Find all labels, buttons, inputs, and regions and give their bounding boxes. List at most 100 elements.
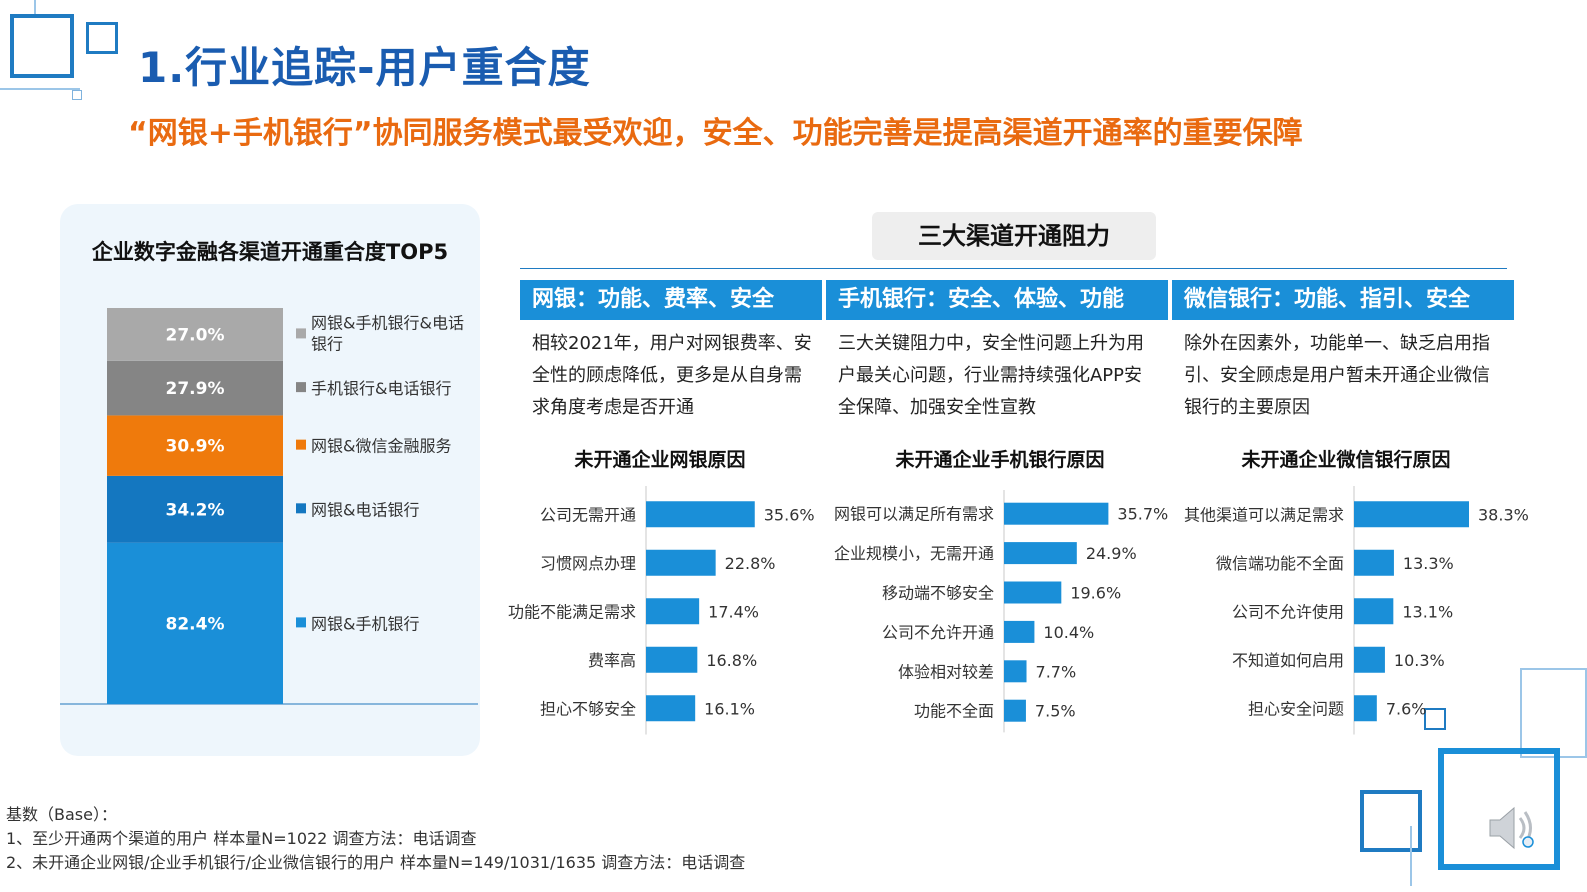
legend-label: 手机银行&电话银行 [311, 379, 451, 398]
bar [1004, 581, 1062, 604]
bar [1004, 542, 1077, 565]
stack-segment-label: 27.0% [166, 325, 225, 345]
bar-title-mobile: 未开通企业手机银行原因 [895, 449, 1105, 471]
bar-category-label: 微信端功能不全面 [1216, 554, 1344, 573]
stack-segment [107, 360, 283, 416]
bar-value-label: 38.3% [1478, 505, 1529, 524]
channel-header-wechat: 微信银行：功能、指引、安全 [1172, 280, 1514, 320]
bar-category-label: 担心不够安全 [540, 699, 636, 718]
legend-swatch [296, 382, 306, 393]
page-title: 1.行业追踪-用户重合度 [138, 43, 591, 92]
channel-header-netbank: 网银：功能、费率、安全 [520, 280, 822, 320]
decor-square-large [10, 14, 74, 78]
decor-square-br-small [1424, 708, 1446, 730]
bar-value-label: 16.8% [706, 651, 757, 670]
stack-segment-label: 34.2% [166, 500, 225, 520]
bar-category-label: 功能不全面 [914, 702, 994, 721]
center-divider [520, 268, 1507, 269]
bar-value-label: 35.6% [764, 505, 815, 524]
stack-segment-label: 82.4% [166, 614, 225, 634]
bar-category-label: 功能不能满足需求 [508, 602, 636, 621]
bar-value-label: 17.4% [708, 602, 759, 621]
stack-segment-label: 30.9% [166, 437, 225, 457]
bar-category-label: 公司不允许使用 [1232, 602, 1344, 621]
bar-value-label: 19.6% [1070, 584, 1121, 603]
decor-line-br [1410, 826, 1412, 886]
bar-chart-netbank: 公司无需开通 35.6% 习惯网点办理 22.8% 功能不能满足需求 17.4% 费率高 16… [508, 486, 815, 735]
bar-value-label: 7.5% [1035, 702, 1076, 721]
decor-line-top [34, 0, 36, 14]
bar [1004, 620, 1035, 643]
bar-category-label: 移动端不够安全 [882, 584, 994, 603]
base-note-line: 2、未开通企业网银/企业手机银行/企业微信银行的用户 样本量N=149/1031… [6, 853, 746, 872]
base-notes: 基数（Base）： 1、至少开通两个渠道的用户 样本量N=1022 调查方法：电… [6, 803, 745, 875]
bar-category-label: 担心安全问题 [1248, 699, 1344, 718]
legend-label: 网银&微信金融服务 [311, 437, 451, 456]
bar [1004, 660, 1027, 683]
bar [1004, 699, 1026, 722]
bar [646, 501, 755, 528]
bar [1354, 549, 1394, 576]
bar [1354, 646, 1385, 673]
bar-value-label: 7.7% [1036, 662, 1077, 681]
bar-category-label: 习惯网点办理 [540, 554, 636, 573]
bar-title-netbank: 未开通企业网银原因 [574, 449, 746, 471]
channel-desc-wechat: 除外在因素外，功能单一、缺乏启用指引、安全顾虑是用户暂未开通企业微信银行的主要原… [1184, 333, 1490, 418]
bar-value-label: 10.4% [1043, 623, 1094, 642]
stack-segment [107, 415, 283, 476]
bar [646, 695, 696, 722]
stack-segment [107, 542, 283, 704]
bar-category-label: 公司无需开通 [540, 505, 636, 524]
bar [646, 646, 698, 673]
decor-square-br-mid [1360, 790, 1422, 852]
bar-category-label: 其他渠道可以满足需求 [1184, 505, 1344, 524]
legend-label: 网银&电话银行 [311, 500, 419, 519]
base-note-line: 1、至少开通两个渠道的用户 样本量N=1022 调查方法：电话调查 [6, 829, 477, 848]
bar-category-label: 不知道如何启用 [1232, 651, 1344, 670]
bar [1004, 502, 1109, 525]
speaker-icon[interactable] [1484, 800, 1540, 856]
bar-value-label: 24.9% [1086, 544, 1137, 563]
legend-swatch [296, 439, 306, 450]
bar-chart-mobile: 网银可以满足所有需求 35.7% 企业规模小，无需开通 24.9% 移动端不够安全 19.… [834, 490, 1168, 733]
bar-category-label: 网银可以满足所有需求 [834, 505, 994, 524]
center-title-box [872, 212, 1156, 260]
legend-label: 网银&手机银行 [311, 614, 419, 633]
center-title: 三大渠道开通阻力 [918, 222, 1110, 250]
legend-label: 网银&手机银行&电话 [311, 313, 464, 332]
bar-value-label: 7.6% [1386, 699, 1427, 718]
stack-segment [107, 308, 283, 361]
legend-swatch [296, 617, 306, 628]
bar-value-label: 13.1% [1402, 602, 1453, 621]
bar-category-label: 企业规模小，无需开通 [834, 544, 994, 563]
channel-desc-netbank: 相较2021年，用户对网银费率、安全性的顾虑降低，更多是从自身需求角度考虑是否开… [532, 333, 812, 418]
bar-category-label: 公司不允许开通 [882, 623, 994, 642]
decor-tiny-square [72, 90, 82, 100]
bar-value-label: 13.3% [1403, 554, 1454, 573]
left-chart-title: 企业数字金融各渠道开通重合度TOP5 [91, 240, 449, 264]
bar-value-label: 16.1% [704, 699, 755, 718]
channel-desc-mobile: 三大关键阻力中，安全性问题上升为用户最关心问题，行业需持续强化APP安全保障、加… [838, 333, 1144, 418]
channel-header-mobile: 手机银行：安全、体验、功能 [826, 280, 1168, 320]
stack-segment [107, 475, 283, 543]
bar-value-label: 35.7% [1117, 505, 1168, 524]
bar-chart-wechat: 其他渠道可以满足需求 38.3% 微信端功能不全面 13.3% 公司不允许使用 13.1%… [1184, 486, 1529, 735]
bar [646, 549, 716, 576]
stack-segment-label: 27.9% [166, 379, 225, 399]
bar [1354, 695, 1377, 722]
bar-value-label: 22.8% [725, 554, 776, 573]
bar [1354, 501, 1469, 528]
bar-value-label: 10.3% [1394, 651, 1445, 670]
stacked-bar-chart: 82.4% 网银&手机银行 34.2% 网银&电话银行 30.9% 网银&微信金融服务 27… [60, 308, 478, 705]
legend-swatch [296, 503, 306, 514]
decor-line-left [0, 88, 80, 90]
bar-title-wechat: 未开通企业微信银行原因 [1241, 449, 1451, 471]
legend-label: 银行 [311, 334, 343, 353]
decor-square-br-outline [1520, 668, 1587, 758]
bar-category-label: 体验相对较差 [898, 662, 994, 681]
decor-square-br-main [1438, 748, 1560, 870]
bar [1354, 598, 1394, 625]
decor-square-small [86, 22, 118, 54]
page-subtitle: “网银+手机银行”协同服务模式最受欢迎，安全、功能完善是提高渠道开通率的重要保障 [128, 116, 1303, 151]
bar [646, 598, 700, 625]
